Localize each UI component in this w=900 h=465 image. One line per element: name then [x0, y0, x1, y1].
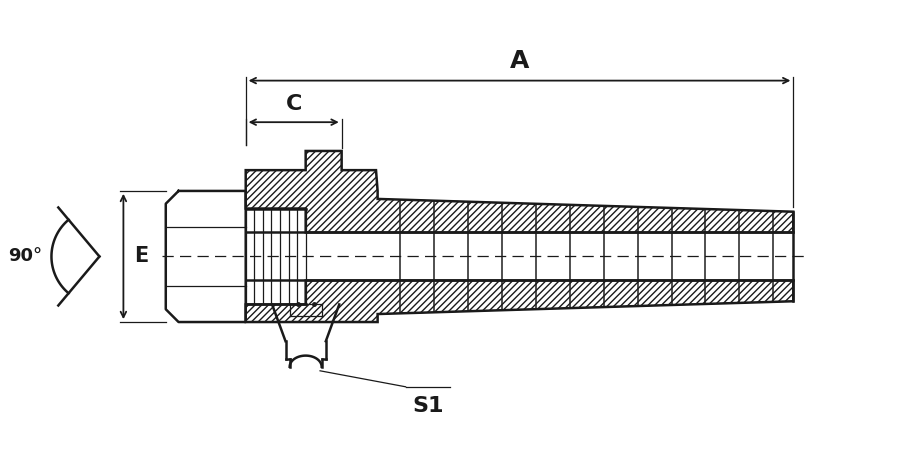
Text: S1: S1: [412, 396, 444, 416]
Text: C: C: [285, 94, 302, 114]
Text: 90°: 90°: [8, 247, 42, 266]
Text: E: E: [135, 246, 148, 266]
Polygon shape: [246, 280, 793, 322]
Text: A: A: [509, 49, 529, 73]
Polygon shape: [246, 151, 793, 232]
